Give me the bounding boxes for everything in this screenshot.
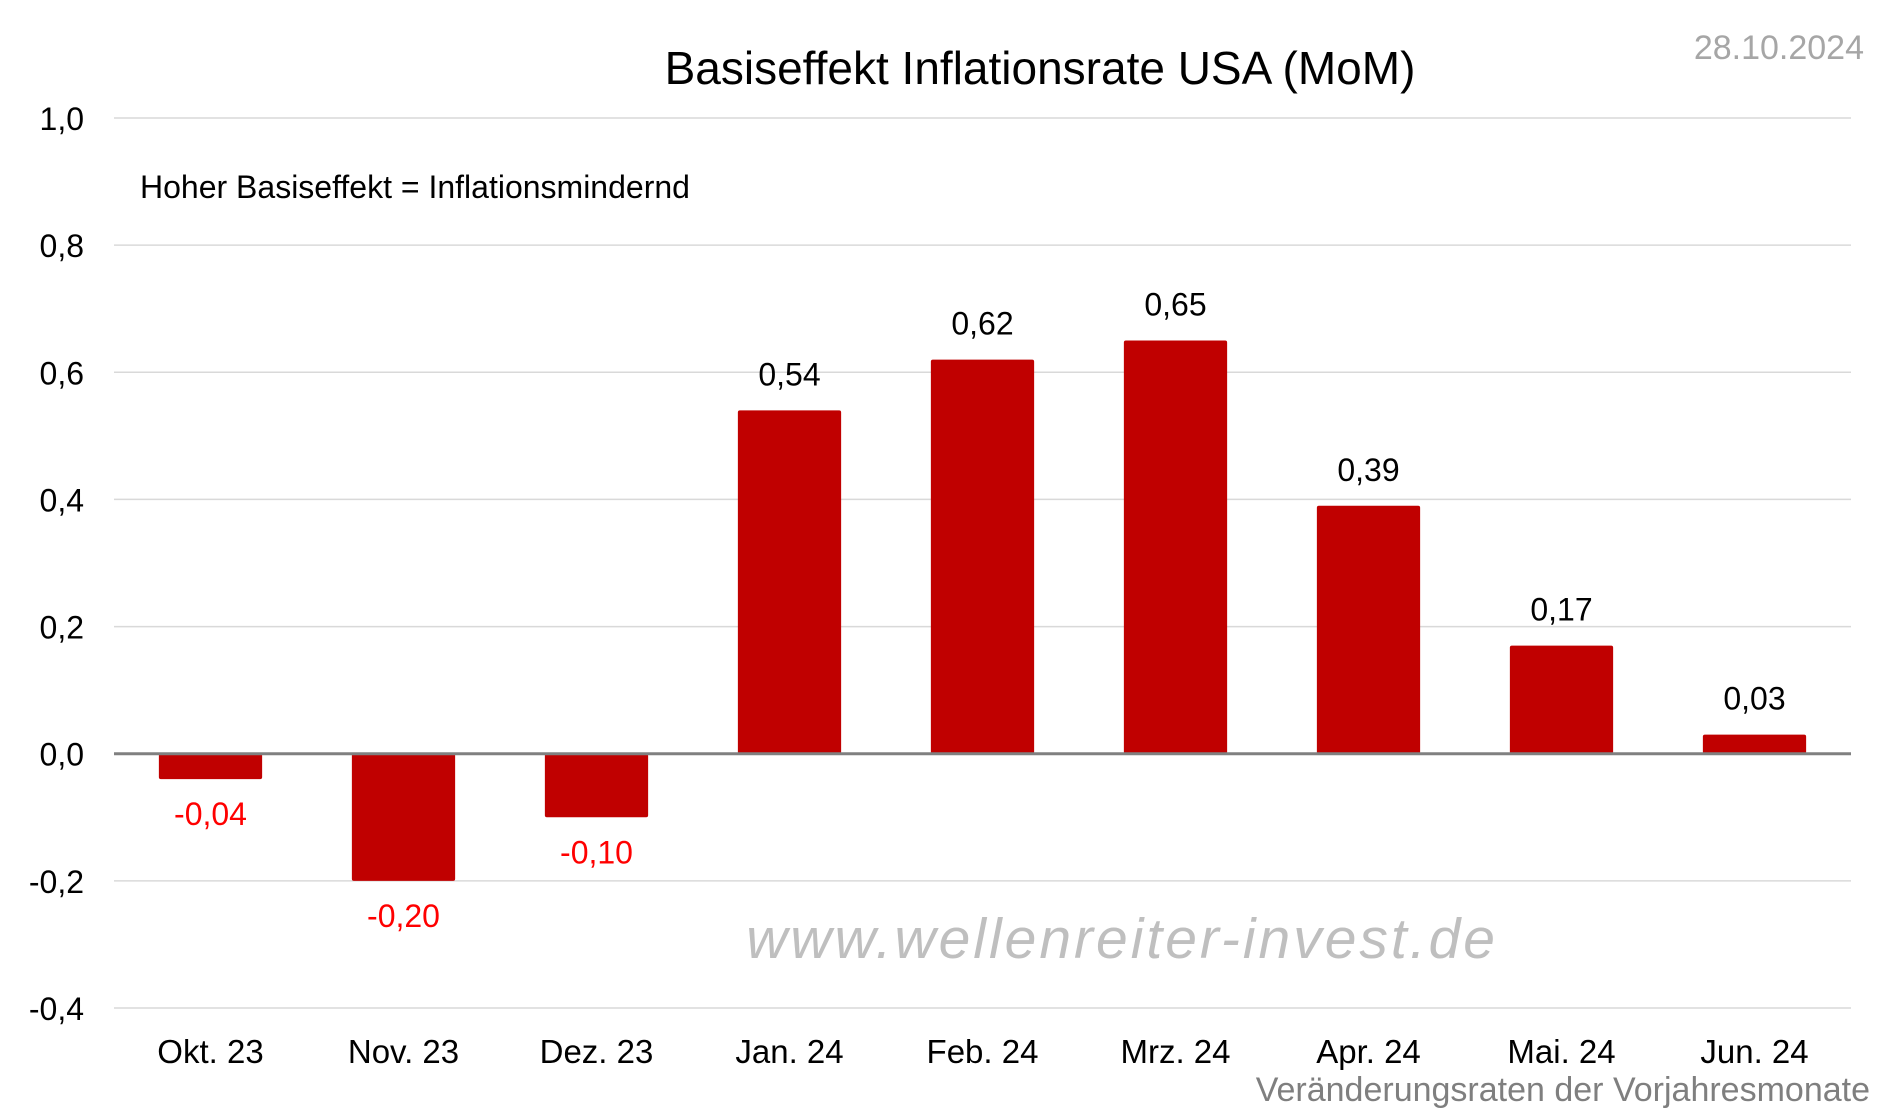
y-tick-label: 0,4 bbox=[40, 482, 84, 518]
chart-title: Basiseffekt Inflationsrate USA (MoM) bbox=[665, 42, 1416, 94]
data-label: 0,39 bbox=[1337, 452, 1399, 488]
x-category-label: Nov. 23 bbox=[348, 1033, 459, 1070]
y-tick-label: 1,0 bbox=[40, 101, 84, 137]
x-category-label: Mrz. 24 bbox=[1120, 1033, 1230, 1070]
y-axis-tick-labels: 1,0 0,8 0,6 0,4 0,2 0,0 -0,2 -0,4 bbox=[29, 101, 84, 1027]
y-tick-label: -0,2 bbox=[29, 864, 84, 900]
bar bbox=[1702, 734, 1807, 754]
x-axis-category-labels: Okt. 23 Nov. 23 Dez. 23 Jan. 24 Feb. 24 Mrz. … bbox=[157, 1033, 1808, 1070]
y-tick-label: -0,4 bbox=[29, 991, 84, 1027]
bar bbox=[1316, 505, 1421, 754]
y-tick-label: 0,2 bbox=[40, 610, 84, 646]
data-label: -0,10 bbox=[560, 834, 633, 870]
data-label: -0,04 bbox=[174, 796, 247, 832]
x-category-label: Jun. 24 bbox=[1700, 1033, 1808, 1070]
x-category-label: Apr. 24 bbox=[1316, 1033, 1421, 1070]
footnote: Veränderungsraten der Vorjahresmonate bbox=[1256, 1071, 1870, 1109]
bar bbox=[1123, 340, 1228, 754]
y-tick-label: 0,0 bbox=[40, 737, 84, 773]
y-tick-label: 0,8 bbox=[40, 228, 84, 264]
data-label: 0,17 bbox=[1530, 592, 1592, 628]
date-stamp: 28.10.2024 bbox=[1694, 29, 1864, 67]
x-category-label: Dez. 23 bbox=[540, 1033, 654, 1070]
bar bbox=[544, 753, 649, 818]
watermark-layer: www.wellenreiter-invest.de bbox=[746, 907, 1498, 971]
annotation-text: Hoher Basiseffekt = Inflationsmindernd bbox=[140, 169, 690, 205]
bar bbox=[930, 359, 1035, 754]
bars bbox=[158, 340, 1807, 881]
data-label: 0,62 bbox=[951, 306, 1013, 342]
data-label: 0,65 bbox=[1144, 287, 1206, 323]
x-category-label: Okt. 23 bbox=[157, 1033, 263, 1070]
bar bbox=[158, 753, 263, 780]
data-label: 0,03 bbox=[1723, 681, 1785, 717]
bar bbox=[351, 753, 456, 881]
data-labels: -0,04 -0,20 -0,10 0,54 0,62 0,65 0,39 0,17 0,03 bbox=[174, 287, 1786, 934]
y-tick-label: 0,6 bbox=[40, 355, 84, 391]
bar bbox=[1509, 645, 1614, 754]
data-label: -0,20 bbox=[367, 898, 440, 934]
x-category-label: Mai. 24 bbox=[1507, 1033, 1615, 1070]
data-label: 0,54 bbox=[758, 356, 820, 392]
watermark: www.wellenreiter-invest.de bbox=[746, 907, 1498, 971]
bar bbox=[737, 410, 842, 754]
x-category-label: Jan. 24 bbox=[735, 1033, 843, 1070]
x-category-label: Feb. 24 bbox=[927, 1033, 1039, 1070]
